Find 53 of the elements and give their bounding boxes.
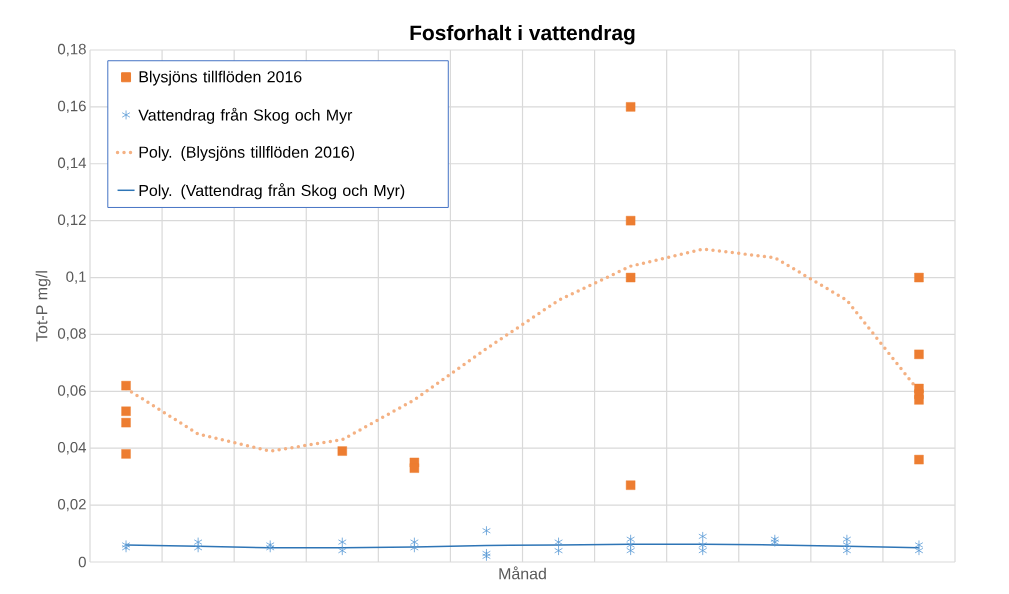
y-tick-label: 0,16 <box>57 100 86 114</box>
point <box>410 542 419 553</box>
y-tick-label: 0,14 <box>57 157 87 170</box>
point <box>698 531 707 542</box>
point <box>914 272 924 283</box>
point <box>698 545 707 556</box>
y-tick-label: 0,1 <box>66 271 86 284</box>
point <box>338 537 347 547</box>
point <box>914 540 924 550</box>
point <box>626 534 635 545</box>
point <box>482 551 491 562</box>
point <box>409 463 420 473</box>
legend-label: Poly. (Blysjöns tillflöden 2016) <box>139 146 355 161</box>
point <box>121 406 131 416</box>
point <box>482 525 491 536</box>
point <box>625 272 636 283</box>
legend-label: Blysjöns tillflöden 2016 <box>139 70 302 86</box>
point <box>121 449 131 459</box>
y-axis-title: Tot-P mg/l <box>35 271 51 342</box>
legend-label: Poly. (Vattendrag från Skog och Myr) <box>139 183 405 200</box>
y-tick-label: 0,02 <box>57 498 86 512</box>
chart-title: Fosforhalt i vattendrag <box>410 24 635 45</box>
point <box>698 540 707 550</box>
point <box>410 537 419 547</box>
point <box>842 545 852 556</box>
point <box>625 480 636 490</box>
point <box>842 534 852 545</box>
point <box>914 349 924 360</box>
point <box>626 540 635 550</box>
y-tick-label: 0 <box>78 556 86 568</box>
y-tick-label: 0,04 <box>57 442 87 455</box>
point <box>337 446 347 456</box>
point <box>482 548 491 559</box>
legend-label: Vattendrag från Skog och Myr <box>138 107 353 124</box>
point <box>914 395 924 405</box>
point <box>554 537 563 547</box>
y-tick-label: 0,06 <box>57 385 86 398</box>
y-tick-label: 0,12 <box>57 214 86 227</box>
x-axis-title: Månad <box>499 566 546 580</box>
point <box>554 545 563 556</box>
point <box>625 215 636 226</box>
y-tick-label: 0,08 <box>57 328 86 341</box>
point <box>121 380 131 391</box>
point <box>914 454 924 465</box>
y-tick-label: 0,18 <box>57 43 86 57</box>
point <box>914 545 924 556</box>
point <box>193 542 203 553</box>
point <box>626 545 635 556</box>
point <box>193 537 203 547</box>
point <box>842 540 852 550</box>
point <box>625 102 636 112</box>
point <box>338 545 347 556</box>
point <box>121 417 131 428</box>
